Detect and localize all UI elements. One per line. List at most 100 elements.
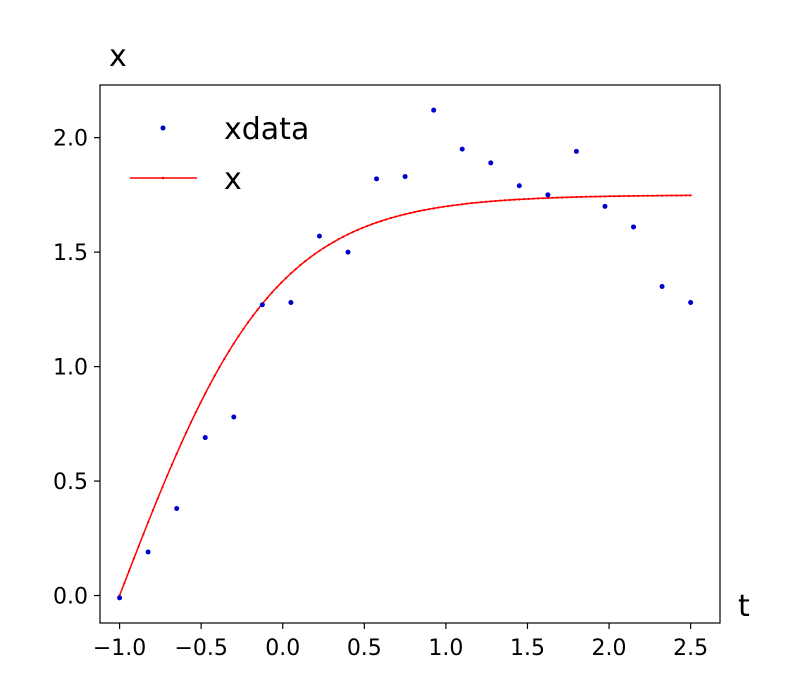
series-x-point [337, 238, 340, 241]
xdata-point [316, 233, 322, 239]
xdata-point [573, 148, 579, 154]
legend: xdata x [130, 112, 309, 197]
series-x-point [132, 557, 135, 560]
series-x-point [456, 203, 459, 206]
series-x-point [308, 256, 312, 259]
xdata-point [231, 414, 237, 420]
legend-label-x: x [224, 162, 242, 197]
xdata-point [688, 299, 694, 305]
xdata-point [145, 549, 151, 555]
series-x-point [475, 201, 478, 204]
series-x-point [280, 281, 283, 284]
series-x-point [189, 421, 193, 424]
series-x-point [327, 243, 331, 246]
series-x-point [251, 314, 254, 317]
xdata-point [545, 192, 551, 198]
series-x-point [408, 211, 411, 215]
series-x-point [170, 463, 174, 466]
series-x-point [194, 411, 197, 414]
x-tick-label: 0.0 [265, 636, 300, 661]
series-x-point [294, 268, 297, 271]
series-x-point [542, 197, 545, 200]
series-x-point [556, 196, 559, 199]
series-x-point [494, 199, 497, 203]
series-x-point [142, 533, 145, 536]
series-x-point [404, 213, 407, 216]
series-line-x [118, 194, 691, 596]
y-tick-label: 2.0 [53, 127, 88, 152]
series-x-point [256, 308, 259, 311]
series-x-point [204, 392, 207, 395]
series-x-point [394, 215, 397, 218]
series-x-point [123, 582, 126, 585]
series-x-point [675, 194, 678, 197]
series-x-point [641, 194, 645, 197]
series-x-point [546, 196, 549, 200]
series-x-point [223, 357, 226, 361]
series-x-point [522, 198, 526, 201]
xdata-point [488, 160, 494, 166]
series-x-point [332, 240, 335, 244]
y-axis-title: x [109, 39, 127, 74]
series-x-point [413, 210, 416, 214]
xdata-point [631, 224, 637, 230]
x-tick-label: 2.0 [592, 636, 627, 661]
series-x-point [304, 260, 307, 263]
series-x-point [218, 366, 221, 369]
y-tick-label: 0.0 [53, 585, 88, 610]
series-x-point [627, 194, 630, 198]
x-tick-label: 2.5 [673, 636, 708, 661]
xdata-point [374, 176, 380, 182]
series-x-point [151, 509, 154, 512]
series-x-point [361, 226, 364, 230]
series-x-point [480, 201, 483, 204]
series-x-point [665, 194, 668, 197]
xdata-point [431, 107, 437, 113]
series-x-point [461, 203, 464, 206]
series-x-point [384, 218, 388, 221]
series-x-point [613, 195, 616, 198]
xdata-point [202, 435, 208, 441]
series-x-point [323, 246, 326, 249]
series-x-point [618, 195, 621, 198]
series-x-point [313, 253, 316, 256]
series-x-point [180, 441, 183, 445]
x-tick-label: 0.5 [347, 636, 382, 661]
series-x-point [484, 200, 488, 203]
series-x-point [299, 263, 302, 267]
x-tick-label: −1.0 [93, 636, 146, 661]
series-x-point [589, 195, 592, 198]
series-x-point [427, 208, 430, 211]
series-x-point [670, 194, 673, 197]
series-x-point [594, 195, 597, 198]
series-x-point [608, 195, 611, 198]
series-x-point [527, 197, 530, 200]
xdata-point [602, 203, 608, 209]
series-x-point [537, 197, 540, 200]
series-x-point [285, 276, 288, 279]
xdata-point [117, 595, 123, 601]
y-tick-label: 1.5 [53, 241, 88, 266]
series-x-point [646, 194, 649, 197]
y-tick-label: 0.5 [53, 470, 88, 495]
series-x-point [199, 401, 202, 404]
series-x-point [166, 474, 169, 477]
series-x-point [346, 233, 350, 236]
plot-area-frame [99, 84, 721, 624]
series-x-point [656, 194, 659, 197]
xdata-point [659, 283, 665, 289]
series-x-point [489, 200, 492, 203]
series-x-point [684, 194, 687, 197]
series-x-point [637, 194, 640, 197]
series-x-point [603, 195, 607, 198]
series-x-point [465, 202, 469, 205]
series-x-point [561, 196, 564, 199]
x-tick-label: 1.0 [428, 636, 463, 661]
series-x-point [451, 204, 454, 207]
series-x-point [518, 198, 521, 201]
series-x-point [380, 219, 383, 223]
series-x-point [275, 286, 278, 289]
series-x-point [156, 497, 159, 500]
xdata-point [459, 146, 465, 152]
